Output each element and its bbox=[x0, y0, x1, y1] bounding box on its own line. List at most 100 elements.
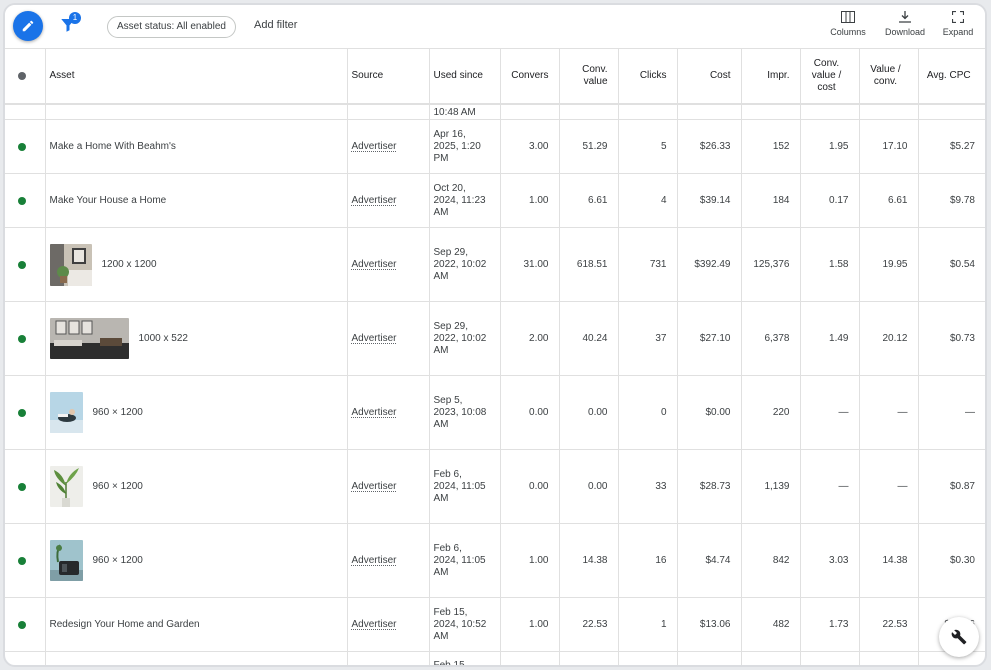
image-thumbnail[interactable] bbox=[49, 318, 129, 359]
column-header-value-per-conv[interactable]: Value / conv. bbox=[859, 49, 919, 105]
column-header-source[interactable]: Source bbox=[347, 49, 430, 105]
conversions: 0.00 bbox=[500, 449, 560, 524]
column-header-conversions[interactable]: Convers bbox=[500, 49, 560, 105]
columns-button[interactable]: Columns bbox=[818, 11, 878, 37]
conv-value: 51.29 bbox=[559, 119, 619, 174]
value-per-conv: 20.12 bbox=[859, 301, 919, 376]
conv-value: 0.00 bbox=[559, 375, 619, 450]
column-header-impressions[interactable]: Impr. bbox=[741, 49, 801, 105]
pencil-icon bbox=[22, 20, 34, 32]
table-row[interactable]: Make a Home With Beahm's Advertiser Apr … bbox=[5, 119, 985, 174]
clicks: 1 bbox=[618, 597, 678, 652]
cost: $13.06 bbox=[677, 597, 742, 652]
expand-button[interactable]: Expand bbox=[928, 11, 985, 37]
image-thumbnail[interactable] bbox=[49, 466, 83, 507]
conv-value-cost: 1.95 bbox=[800, 119, 860, 174]
table-row[interactable]: 960 × 1200 Advertiser Feb 6, 2024, 11:05… bbox=[5, 523, 985, 598]
table-row[interactable]: 960 × 1200 Advertiser Feb 6, 2024, 11:05… bbox=[5, 449, 985, 524]
source-link[interactable]: Advertiser bbox=[351, 407, 397, 418]
avg-cpc: $0.87 bbox=[918, 449, 985, 524]
image-thumbnail[interactable] bbox=[49, 540, 83, 581]
column-header-clicks[interactable]: Clicks bbox=[618, 49, 678, 105]
app-frame: 1 Asset status: All enabled Add filter C… bbox=[3, 3, 987, 667]
tools-button[interactable] bbox=[939, 617, 979, 657]
table-row[interactable]: Redesign Your Home and Garden Advertiser… bbox=[5, 597, 985, 652]
used-since: Apr 16, 2025, 1:20 PM bbox=[429, 119, 501, 174]
status-column-header bbox=[5, 49, 46, 105]
used-since-partial: 10:48 AM bbox=[433, 107, 476, 118]
conversions: 0.00 bbox=[500, 375, 560, 450]
filter-count-badge: 1 bbox=[69, 12, 81, 24]
table-row[interactable]: 960 × 1200 Advertiser Sep 5, 2023, 10:08… bbox=[5, 375, 985, 450]
source-link[interactable]: Advertiser bbox=[351, 195, 397, 206]
impressions: 184 bbox=[741, 173, 801, 228]
conv-value-cost: 1.49 bbox=[800, 301, 860, 376]
impressions: 6,378 bbox=[741, 301, 801, 376]
value-per-conv: 14.38 bbox=[859, 523, 919, 598]
conv-value: 14.38 bbox=[559, 523, 619, 598]
impressions: 482 bbox=[741, 597, 801, 652]
used-since-partial: Feb 15, bbox=[434, 652, 490, 665]
conv-value-cost: 1.58 bbox=[800, 227, 860, 302]
table-row[interactable]: Make Your House a Home Advertiser Oct 20… bbox=[5, 173, 985, 228]
avg-cpc: $0.30 bbox=[918, 523, 985, 598]
clicks: 5 bbox=[618, 119, 678, 174]
clicks: 37 bbox=[618, 301, 678, 376]
column-header-asset[interactable]: Asset bbox=[45, 49, 348, 105]
impressions: 842 bbox=[741, 523, 801, 598]
source-link[interactable]: Advertiser bbox=[351, 619, 397, 630]
conv-value: 22.53 bbox=[559, 597, 619, 652]
column-header-cost[interactable]: Cost bbox=[677, 49, 742, 105]
value-per-conv: — bbox=[859, 375, 919, 450]
used-since: Oct 20, 2024, 11:23 AM bbox=[429, 173, 501, 228]
asset-label: 960 × 1200 bbox=[92, 481, 143, 492]
conv-value-cost: 0.17 bbox=[800, 173, 860, 228]
column-header-avg-cpc[interactable]: Avg. CPC bbox=[918, 49, 985, 105]
cost: $4.74 bbox=[677, 523, 742, 598]
edit-button[interactable] bbox=[13, 11, 43, 41]
cost: $392.49 bbox=[677, 227, 742, 302]
column-header-conv-value-cost[interactable]: Conv. value / cost bbox=[800, 49, 860, 105]
value-per-conv: 22.53 bbox=[859, 597, 919, 652]
conv-value: 40.24 bbox=[559, 301, 619, 376]
avg-cpc: $0.54 bbox=[918, 227, 985, 302]
used-since: Sep 29, 2022, 10:02 AM bbox=[429, 227, 501, 302]
cost: $28.73 bbox=[677, 449, 742, 524]
enabled-status-icon bbox=[17, 142, 26, 151]
used-since: Feb 6, 2024, 11:05 AM bbox=[429, 449, 501, 524]
conversions: 3.00 bbox=[500, 119, 560, 174]
table-row[interactable]: 1000 x 522 Advertiser Sep 29, 2022, 10:0… bbox=[5, 301, 985, 376]
download-button[interactable]: Download bbox=[875, 11, 935, 37]
asset-label: 1200 x 1200 bbox=[101, 259, 157, 270]
used-since: Feb 15, 2024, 10:52 AM bbox=[429, 597, 501, 652]
source-link[interactable]: Advertiser bbox=[351, 481, 397, 492]
source-link[interactable]: Advertiser bbox=[351, 259, 397, 270]
image-thumbnail[interactable] bbox=[49, 392, 83, 433]
source-link[interactable]: Advertiser bbox=[351, 333, 397, 344]
add-filter-button[interactable]: Add filter bbox=[254, 19, 298, 31]
enabled-status-icon bbox=[17, 196, 26, 205]
avg-cpc: $9.78 bbox=[918, 173, 985, 228]
conversions: 1.00 bbox=[500, 173, 560, 228]
column-header-used-since[interactable]: Used since bbox=[429, 49, 501, 105]
image-thumbnail[interactable] bbox=[49, 243, 92, 286]
enabled-status-icon bbox=[17, 408, 26, 417]
conversions: 2.00 bbox=[500, 301, 560, 376]
columns-icon bbox=[841, 11, 855, 23]
download-label: Download bbox=[884, 27, 926, 37]
asset-status-chip[interactable]: Asset status: All enabled bbox=[107, 16, 236, 38]
column-header-conv-value[interactable]: Conv. value bbox=[559, 49, 619, 105]
value-per-conv: 6.61 bbox=[859, 173, 919, 228]
conv-value: 0.00 bbox=[559, 449, 619, 524]
asset-label: 1000 x 522 bbox=[138, 333, 189, 344]
source-link[interactable]: Advertiser bbox=[351, 555, 397, 566]
asset-label: 960 × 1200 bbox=[92, 555, 143, 566]
impressions: 220 bbox=[741, 375, 801, 450]
clicks: 16 bbox=[618, 523, 678, 598]
conv-value: 618.51 bbox=[559, 227, 619, 302]
table-row[interactable]: 1200 x 1200 Advertiser Sep 29, 2022, 10:… bbox=[5, 227, 985, 302]
enabled-status-icon bbox=[17, 556, 26, 565]
source-link[interactable]: Advertiser bbox=[351, 141, 397, 152]
conversions: 31.00 bbox=[500, 227, 560, 302]
cost: $26.33 bbox=[677, 119, 742, 174]
